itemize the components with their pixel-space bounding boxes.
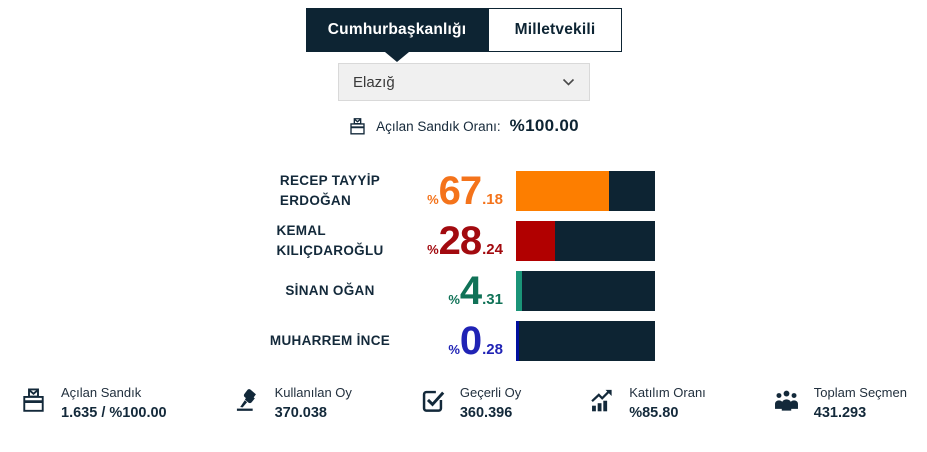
ballot-box-icon: [23, 388, 44, 412]
tab-cumhurbaskanligi-label: Cumhurbaşkanlığı: [327, 21, 467, 38]
tab-milletvekili[interactable]: Milletvekili: [488, 8, 622, 52]
candidate-name: MUHARREM İNCE: [246, 331, 414, 351]
stat-gecerli-oy: Geçerli Oy 360.396: [419, 385, 521, 421]
chevron-down-icon: [562, 78, 575, 87]
candidate-name-line: RECEP TAYYİP: [279, 172, 381, 188]
stat-label: Katılım Oranı: [629, 385, 706, 400]
candidate-row-ogan: SİNAN OĞAN % 4.31: [246, 266, 655, 316]
stat-label: Geçerli Oy: [459, 385, 522, 400]
result-bar: [516, 321, 655, 361]
active-tab-pointer: [385, 52, 409, 62]
candidate-row-kilicdaroglu: KEMAL KILIÇDAROĞLU % 28.24: [246, 216, 655, 266]
percent-integer: 28: [438, 219, 482, 263]
stat-value: 431.293: [813, 404, 867, 421]
percent-integer: 0: [459, 319, 482, 363]
percent-fraction: .31: [482, 291, 503, 308]
tab-cumhurbaskanligi[interactable]: Cumhurbaşkanlığı: [306, 8, 488, 62]
summary-stats-bar: Açılan Sandık 1.635 / %100.00 Kullanılan…: [0, 385, 927, 421]
result-bar-fill: [516, 171, 610, 211]
candidate-percent: % 4.31: [414, 271, 516, 311]
candidate-name-line: KILIÇDAROĞLU: [276, 243, 384, 258]
candidate-name-line: ERDOĞAN: [279, 193, 352, 208]
turnout-chart-icon: [591, 389, 612, 412]
candidate-name: RECEP TAYYİP ERDOĞAN: [246, 171, 414, 212]
stat-label: Toplam Seçmen: [813, 385, 907, 400]
stat-katilim-orani: Katılım Oranı %85.80: [588, 385, 706, 421]
opened-ballot-ratio-value: %100.00: [509, 116, 579, 135]
result-bar: [516, 171, 655, 211]
percent-sign: %: [427, 192, 439, 207]
candidate-name: SİNAN OĞAN: [246, 281, 414, 301]
valid-vote-icon: [422, 390, 445, 412]
stat-acilan-sandik: Açılan Sandık 1.635 / %100.00: [20, 385, 167, 421]
percent-integer: 4: [459, 269, 482, 313]
candidate-name-line: MUHARREM İNCE: [269, 332, 391, 348]
candidate-row-erdogan: RECEP TAYYİP ERDOĞAN % 67.18: [246, 166, 655, 216]
candidate-name-line: SİNAN OĞAN: [285, 282, 375, 298]
result-bar-fill: [516, 271, 522, 311]
candidate-percent: % 0.28: [414, 321, 516, 361]
candidate-row-ince: MUHARREM İNCE % 0.28: [246, 316, 655, 366]
percent-sign: %: [427, 242, 439, 257]
stat-value: 1.635 / %100.00: [61, 404, 167, 421]
candidate-percent: % 28.24: [414, 221, 516, 261]
candidate-results: RECEP TAYYİP ERDOĞAN % 67.18 KEMAL KILIÇD…: [246, 166, 655, 366]
voters-icon: [774, 390, 798, 411]
percent-integer: 67: [438, 169, 482, 213]
stat-label: Kullanılan Oy: [274, 385, 352, 400]
percent-sign: %: [448, 292, 460, 307]
percent-fraction: .28: [482, 341, 503, 358]
stat-value: %85.80: [629, 404, 679, 421]
opened-ballot-ratio-label: Açılan Sandık Oranı:: [376, 118, 501, 134]
stat-label: Açılan Sandık: [61, 385, 142, 400]
stat-value: 370.038: [274, 404, 327, 421]
percent-fraction: .18: [482, 191, 503, 208]
tab-bar: Cumhurbaşkanlığı Milletvekili: [306, 8, 622, 62]
result-bar: [516, 221, 655, 261]
voting-hand-icon: [236, 389, 256, 411]
result-bar-fill: [516, 221, 556, 261]
province-select[interactable]: Elazığ: [338, 63, 590, 101]
result-bar-fill: [516, 321, 519, 361]
result-bar: [516, 271, 655, 311]
candidate-name: KEMAL KILIÇDAROĞLU: [246, 221, 414, 262]
province-select-value: Elazığ: [353, 73, 395, 91]
candidate-percent: % 67.18: [414, 171, 516, 211]
percent-sign: %: [448, 342, 460, 357]
stat-kullanilan-oy: Kullanılan Oy 370.038: [234, 385, 352, 421]
stat-toplam-secmen: Toplam Seçmen 431.293: [773, 385, 907, 421]
ballot-box-icon: [350, 117, 365, 134]
percent-fraction: .24: [482, 241, 503, 258]
tab-milletvekili-label: Milletvekili: [514, 21, 596, 38]
candidate-name-line: KEMAL: [276, 222, 326, 238]
opened-ballot-ratio: Açılan Sandık Oranı: %100.00: [0, 116, 927, 136]
stat-value: 360.396: [459, 404, 513, 421]
